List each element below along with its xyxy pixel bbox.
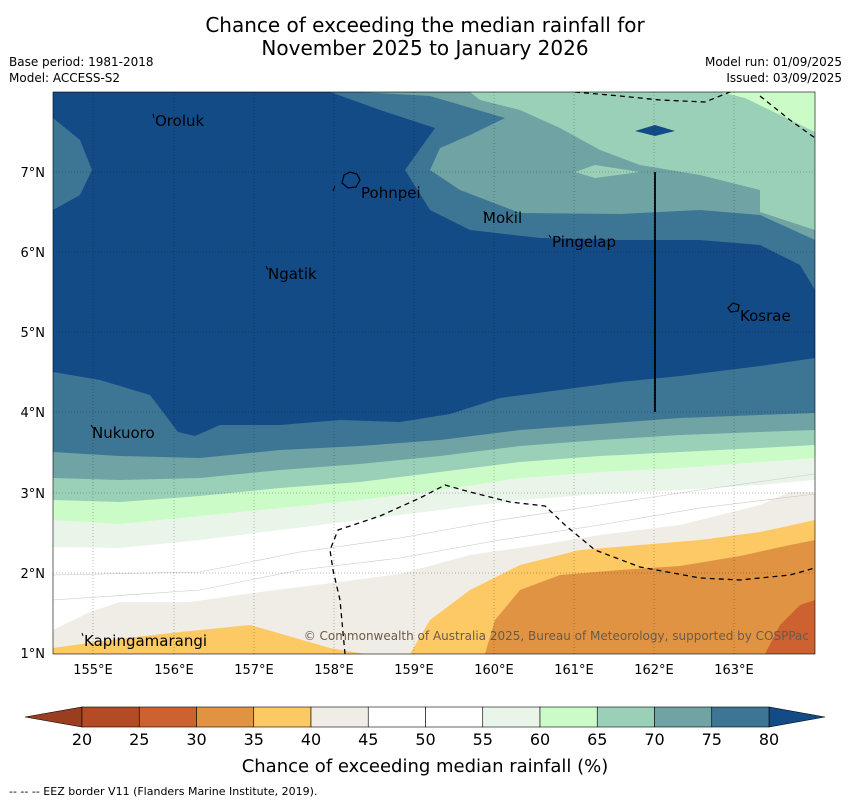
pohnpei-island [341, 171, 361, 189]
colorbar-tick-label: 35 [244, 730, 264, 749]
lon-tick: 160°E [474, 663, 514, 678]
title-line-1: Chance of exceeding the median rainfall … [205, 13, 645, 37]
colorbar-segment [253, 706, 312, 728]
lat-tick: 4°N [21, 406, 46, 421]
colorbar-tick-label: 40 [301, 730, 321, 749]
colorbar-tick-label: 80 [759, 730, 779, 749]
ant-atoll-mark [332, 185, 336, 192]
band-60-65 [720, 92, 815, 132]
place-labels: Oroluk Pohnpei Mokil Pingelap Ngatik Kos… [84, 112, 791, 650]
copyright-notice: © Commonwealth of Australia 2025, Bureau… [304, 629, 809, 643]
colorbar-tick-label: 65 [587, 730, 607, 749]
label-ngatik: Ngatik [268, 265, 317, 283]
colorbar-tick-label: 50 [415, 730, 435, 749]
lat-axis-labels: 1°N 2°N 3°N 4°N 5°N 6°N 7°N [21, 166, 46, 662]
base-period: Base period: 1981-2018 [9, 55, 154, 69]
lat-tick: 7°N [21, 166, 46, 181]
colorbar-segment [596, 706, 655, 728]
band-70-75-south [53, 413, 815, 490]
lon-tick: 158°E [314, 663, 354, 678]
colorbar: 20 25 30 35 40 45 50 55 60 65 70 75 80 [24, 706, 826, 749]
label-pohnpei: Pohnpei [361, 184, 421, 202]
rainfall-probability-field [53, 92, 815, 654]
model-info: Base period: 1981-2018 Model: ACCESS-S2 [9, 54, 154, 86]
model-run-date: Model run: 01/09/2025 [704, 55, 842, 69]
kosrae-island [727, 302, 740, 313]
eez-footnote: -- -- -- EEZ border V11 (Flanders Marine… [9, 785, 318, 798]
colorbar-tick-label: 30 [186, 730, 206, 749]
label-nukuoro: Nukuoro [92, 424, 155, 442]
colorbar-segment [367, 706, 426, 728]
colorbar-tick-label: 45 [358, 730, 378, 749]
band-80-plus [53, 92, 815, 436]
colorbar-segments [81, 706, 770, 728]
lon-tick: 156°E [154, 663, 194, 678]
run-info: Model run: 01/09/2025 Issued: 03/09/2025 [705, 54, 842, 86]
band-25-30 [765, 600, 815, 654]
colorbar-tick-label: 75 [702, 730, 722, 749]
lon-tick: 162°E [634, 663, 674, 678]
lon-tick: 161°E [554, 663, 594, 678]
band-80-plus-pocket [635, 125, 675, 136]
colorbar-segment [310, 706, 369, 728]
model-name: Model: ACCESS-S2 [9, 71, 121, 85]
band-65-70-pocket [575, 165, 640, 178]
colorbar-segment [81, 706, 140, 728]
band-65-70 [470, 92, 815, 230]
colorbar-ticks: 20 25 30 35 40 45 50 55 60 65 70 75 80 [72, 730, 779, 749]
lon-tick: 163°E [714, 663, 754, 678]
graticule [53, 92, 815, 654]
colorbar-segment [138, 706, 197, 728]
label-kosrae: Kosrae [740, 307, 791, 325]
label-mokil: Mokil [483, 209, 522, 227]
title-line-2: November 2025 to January 2026 [261, 36, 589, 60]
issued-date: Issued: 03/09/2025 [726, 71, 842, 85]
colorbar-tick-label: 25 [129, 730, 149, 749]
colorbar-under-arrow [24, 706, 83, 728]
colorbar-segment [196, 706, 255, 728]
lat-tick: 1°N [21, 647, 46, 662]
colorbar-segment [539, 706, 598, 728]
colorbar-tick-label: 20 [72, 730, 92, 749]
colorbar-tick-label: 70 [644, 730, 664, 749]
colorbar-segment [654, 706, 713, 728]
map-frame [52, 91, 816, 655]
label-pingelap: Pingelap [552, 233, 616, 251]
lat-tick: 3°N [21, 487, 46, 502]
lon-axis-labels: 155°E 156°E 157°E 158°E 159°E 160°E 161°… [73, 663, 754, 678]
colorbar-tick-label: 60 [530, 730, 550, 749]
map-title: Chance of exceeding the median rainfall … [0, 14, 850, 60]
colorbar-over-arrow [768, 706, 826, 728]
colorbar-segment [482, 706, 541, 728]
lat-tick: 5°N [21, 326, 46, 341]
lat-tick: 2°N [21, 567, 46, 582]
label-oroluk: Oroluk [155, 112, 204, 130]
colorbar-tick-label: 55 [473, 730, 493, 749]
contour-lines [53, 473, 815, 601]
lon-tick: 159°E [394, 663, 434, 678]
lat-tick: 6°N [21, 246, 46, 261]
lon-tick: 155°E [73, 663, 113, 678]
eez-border [329, 92, 815, 654]
atoll-marks [81, 113, 552, 637]
colorbar-segment [711, 706, 770, 728]
colorbar-segment [425, 706, 484, 728]
colorbar-label: Chance of exceeding median rainfall (%) [242, 756, 609, 777]
band-30-35 [485, 540, 815, 654]
lon-tick: 157°E [234, 663, 274, 678]
band-55-60 [53, 458, 815, 560]
label-kapingamarangi: Kapingamarangi [84, 632, 207, 650]
